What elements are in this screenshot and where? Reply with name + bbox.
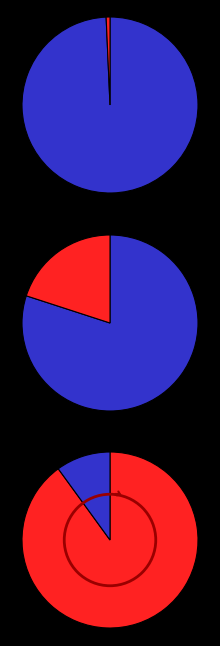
Wedge shape xyxy=(26,235,110,323)
Wedge shape xyxy=(22,235,198,411)
Wedge shape xyxy=(22,17,198,193)
Wedge shape xyxy=(58,452,110,540)
Wedge shape xyxy=(22,452,198,628)
Wedge shape xyxy=(106,17,110,105)
